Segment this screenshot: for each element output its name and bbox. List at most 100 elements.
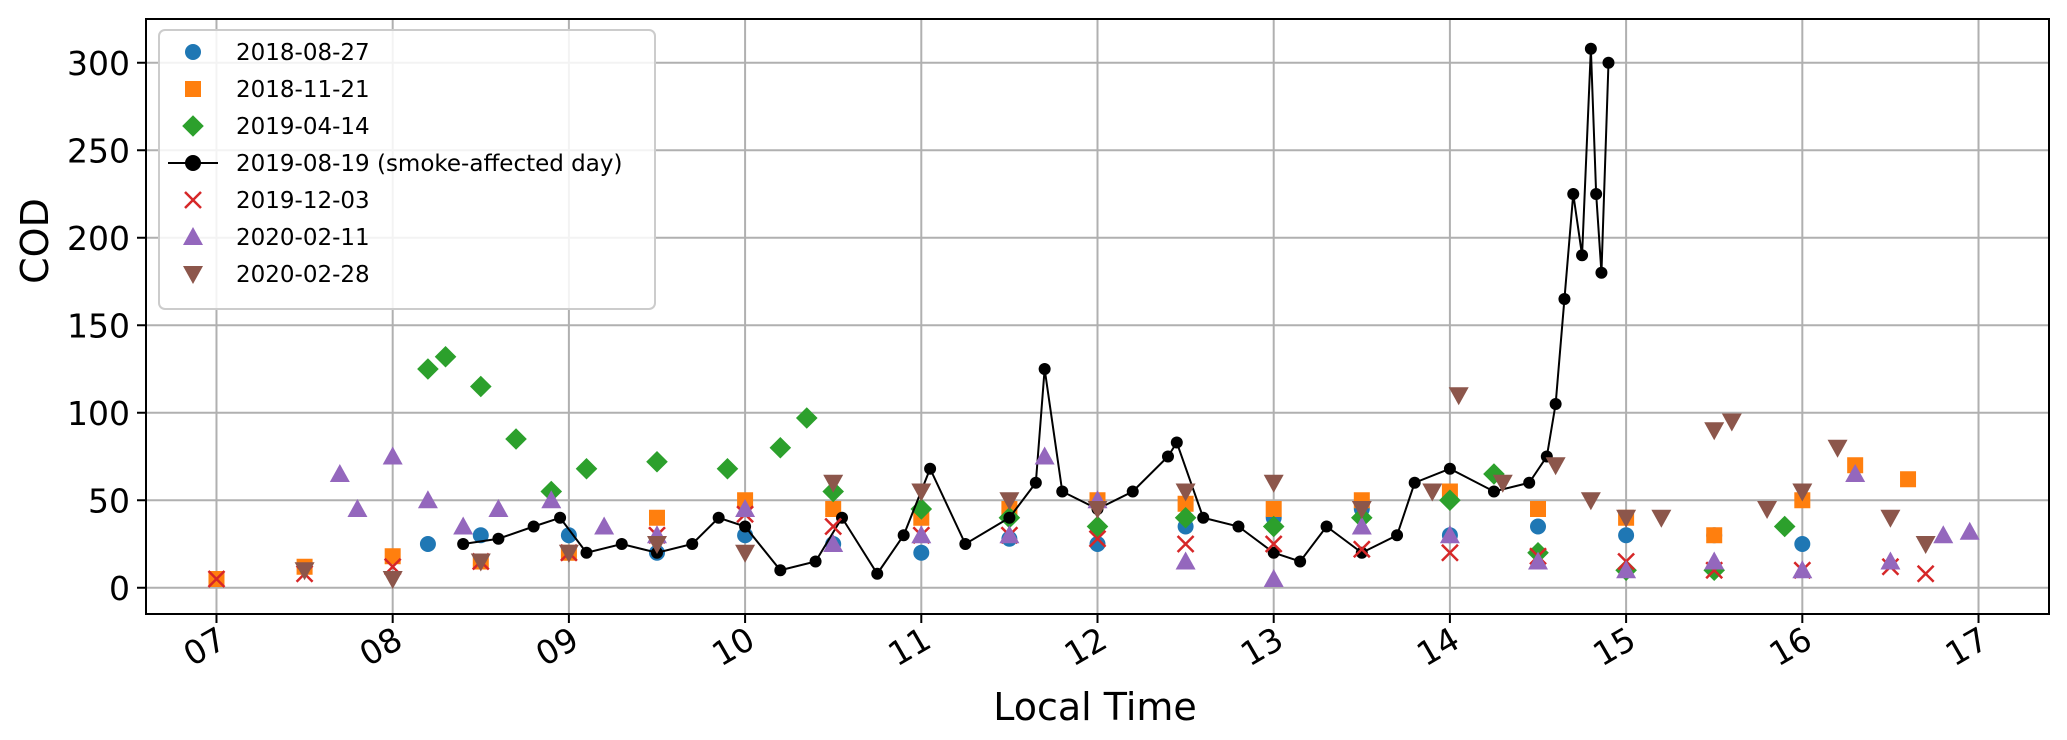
data-point — [1176, 535, 1195, 553]
legend-item: 2019-08-19 (smoke-affected day) — [168, 151, 622, 177]
data-point — [1706, 527, 1723, 544]
data-point — [959, 538, 972, 550]
data-point — [1087, 501, 1108, 519]
x-tick-label: 07 — [177, 619, 233, 674]
data-point — [1320, 520, 1333, 533]
legend-label: 2020-02-11 — [236, 225, 370, 251]
data-point — [1492, 474, 1513, 493]
data-point — [472, 527, 489, 544]
data-point — [419, 536, 436, 552]
data-point — [1530, 501, 1547, 517]
x-tick-label: 12 — [1058, 619, 1114, 674]
x-tick-label: 10 — [705, 619, 761, 674]
data-point — [1959, 521, 1980, 540]
data-point — [1915, 536, 1936, 554]
data-point — [1174, 506, 1197, 529]
legend-item: 2019-12-03 — [184, 188, 370, 214]
y-tick-label: 150 — [67, 306, 130, 345]
legend-label: 2018-11-21 — [236, 77, 370, 103]
data-point — [897, 529, 910, 542]
data-point — [1263, 569, 1284, 587]
x-tick-label: 16 — [1762, 619, 1818, 674]
data-point — [774, 564, 787, 577]
data-point — [1792, 560, 1813, 579]
data-point — [999, 492, 1020, 511]
data-point — [1845, 464, 1866, 482]
data-point — [384, 548, 401, 565]
data-point — [541, 490, 562, 509]
data-point — [1029, 476, 1042, 489]
data-point — [1439, 489, 1461, 512]
data-point — [1175, 551, 1196, 570]
data-point — [1558, 293, 1571, 305]
data-point — [207, 570, 226, 588]
data-point — [560, 527, 577, 544]
data-point — [1880, 551, 1901, 570]
data-point — [1034, 446, 1055, 465]
y-tick-label: 200 — [67, 219, 130, 258]
data-point — [1880, 509, 1901, 528]
data-point — [575, 457, 598, 480]
data-point — [1523, 476, 1536, 489]
series-7 — [294, 387, 1936, 589]
x-tick-label: 17 — [1939, 619, 1995, 674]
data-point — [1262, 515, 1285, 538]
data-point — [1439, 525, 1460, 544]
data-point — [1294, 555, 1307, 568]
data-point — [911, 483, 932, 502]
data-point — [716, 457, 739, 480]
data-point — [1391, 529, 1404, 542]
legend-item: 2019-04-14 — [182, 114, 370, 140]
data-point — [823, 474, 844, 493]
data-point — [1197, 511, 1210, 524]
data-point — [594, 516, 615, 535]
data-point — [294, 562, 315, 581]
data-point — [1038, 363, 1051, 375]
x-tick-label: 14 — [1410, 619, 1466, 674]
data-point — [1161, 450, 1174, 463]
data-point — [1448, 387, 1469, 406]
legend-marker — [182, 115, 204, 137]
data-point — [1900, 471, 1917, 488]
data-point — [1616, 509, 1637, 528]
legend-item: 2018-11-21 — [185, 77, 370, 103]
data-point — [347, 499, 368, 517]
x-tick-label: 15 — [1586, 619, 1642, 674]
data-point — [1267, 546, 1280, 559]
data-point — [739, 520, 752, 533]
series-1 — [419, 501, 1811, 561]
data-point — [735, 499, 756, 517]
series-layer — [207, 42, 1980, 589]
y-tick-label: 50 — [88, 481, 130, 520]
data-point — [1170, 436, 1183, 449]
x-axis-label: Local Time — [993, 685, 1197, 729]
data-point — [1232, 520, 1245, 533]
legend-item: 2020-02-11 — [183, 225, 370, 251]
data-point — [417, 490, 438, 509]
data-point — [1487, 485, 1500, 498]
data-point — [615, 538, 628, 550]
data-point — [825, 501, 842, 517]
legend-label: 2019-08-19 (smoke-affected day) — [236, 151, 622, 177]
data-point — [453, 516, 474, 535]
data-point — [1794, 536, 1811, 552]
data-point — [527, 520, 540, 533]
data-point — [1530, 518, 1547, 535]
data-point — [554, 511, 567, 524]
legend-marker — [183, 227, 203, 245]
data-point — [1618, 527, 1635, 544]
data-point — [329, 464, 350, 482]
data-point — [999, 525, 1020, 544]
data-point — [1003, 511, 1016, 524]
data-point — [1177, 495, 1194, 512]
data-point — [1827, 439, 1848, 458]
data-point — [1408, 476, 1421, 489]
data-point — [558, 544, 579, 563]
legend-marker — [185, 44, 201, 60]
data-point — [1549, 398, 1562, 410]
data-point — [824, 517, 843, 536]
data-point — [1126, 485, 1139, 498]
legend: 2018-08-27 2018-11-21 2019-04-14 2019-08-19… — [158, 29, 656, 310]
legend-item: 2018-08-27 — [185, 40, 370, 66]
